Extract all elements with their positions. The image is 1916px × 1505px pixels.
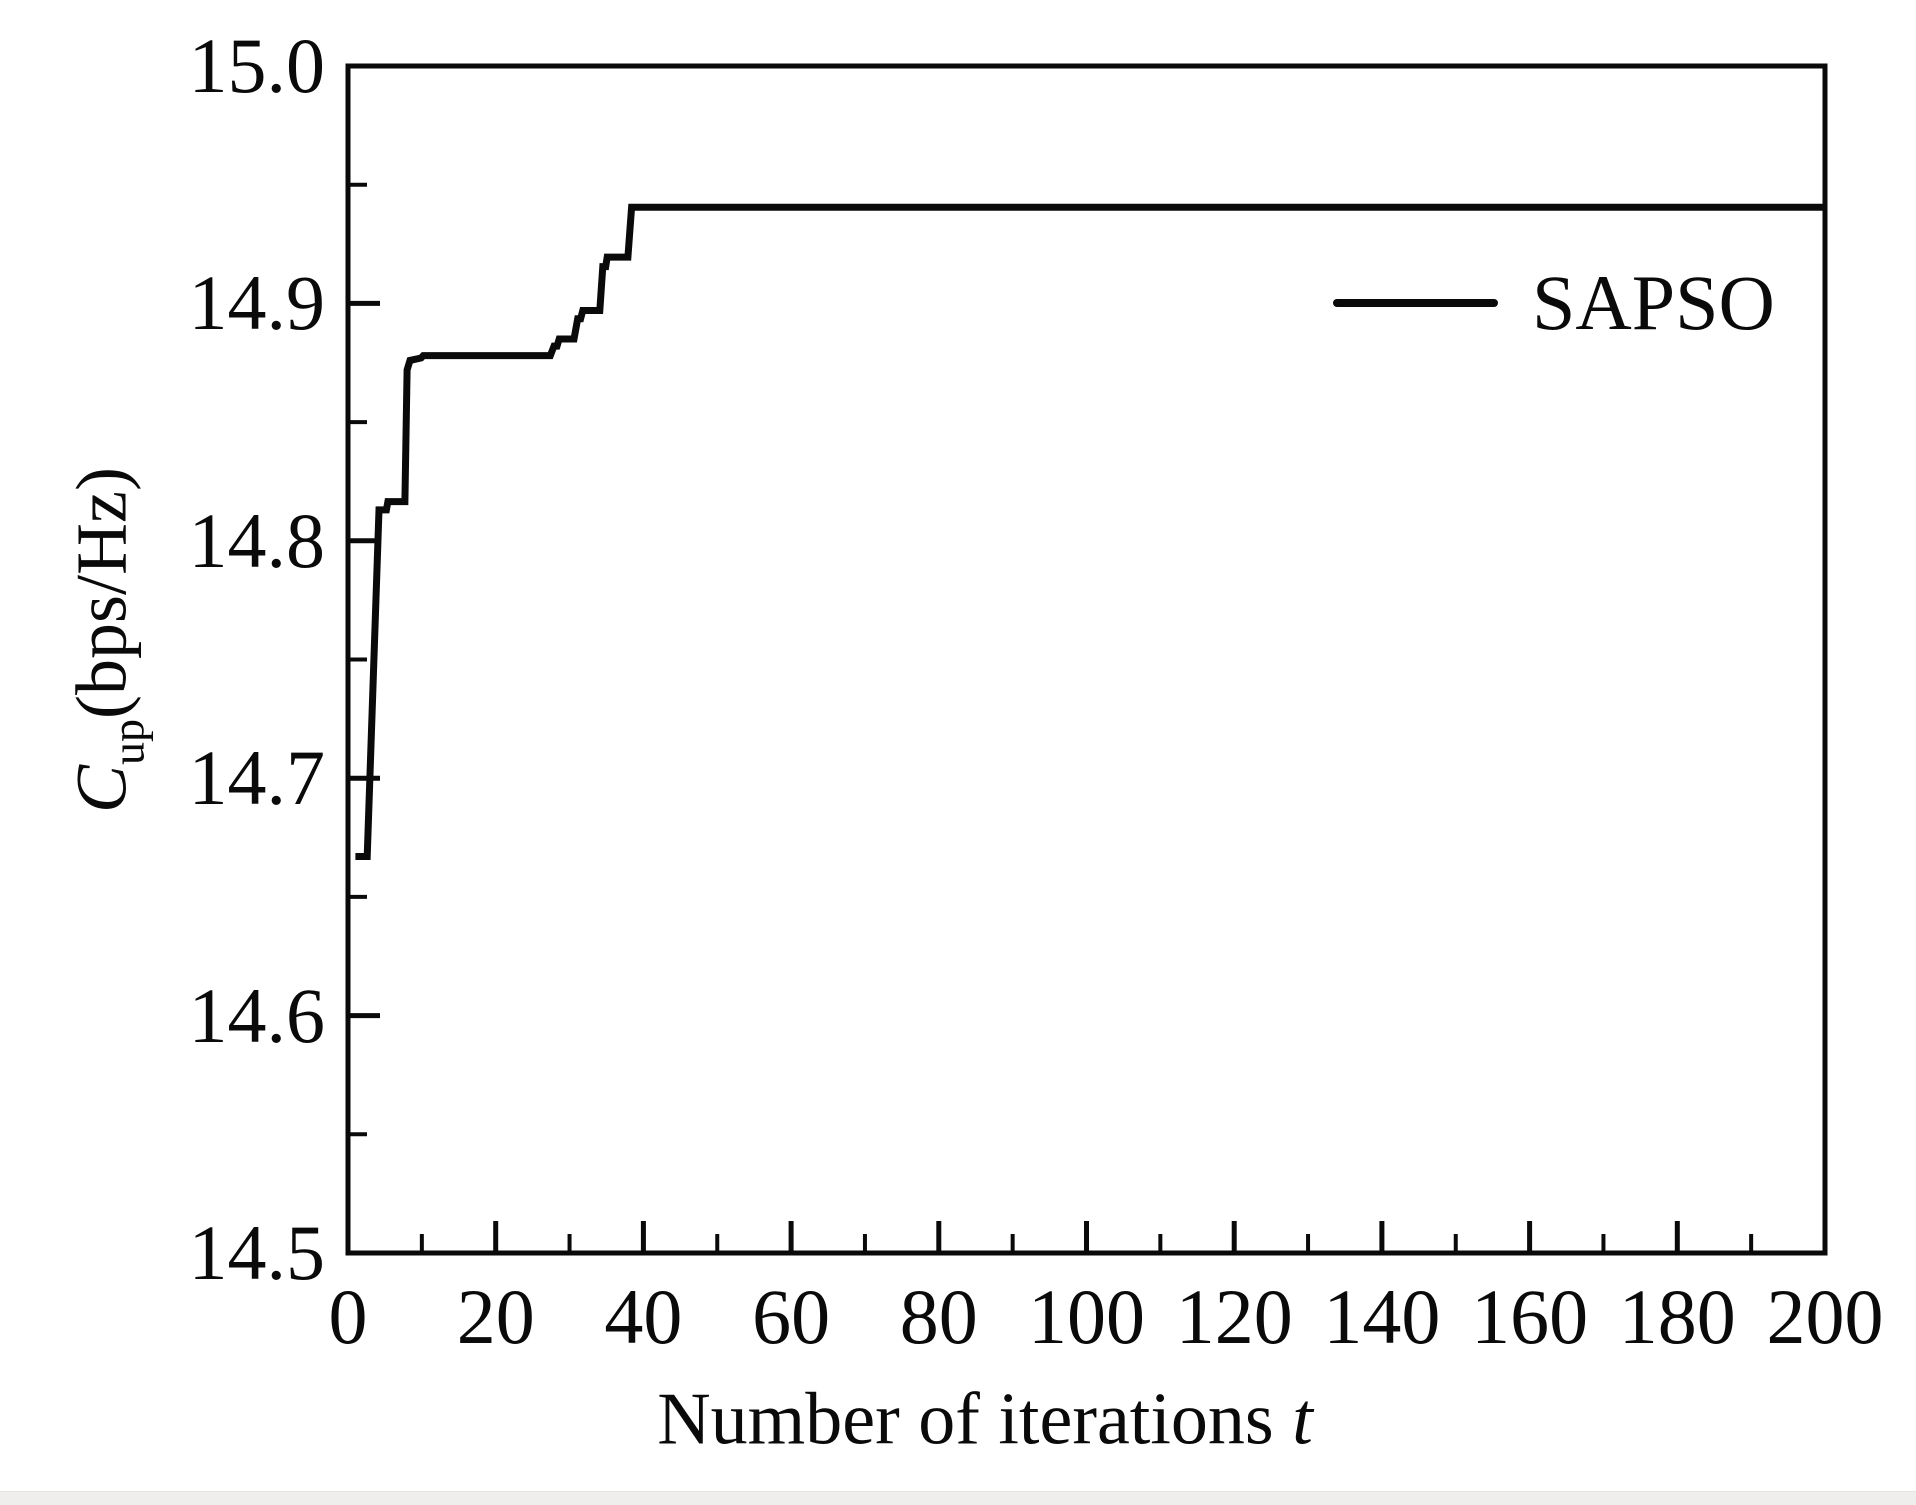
- x-axis-variable: t: [1292, 1378, 1313, 1461]
- x-tick-label: 180: [1618, 1273, 1736, 1360]
- y-tick-label: 14.5: [188, 1209, 326, 1296]
- x-tick-label: 0: [328, 1273, 368, 1360]
- x-tick-label: 60: [752, 1273, 831, 1360]
- x-tick-label: 140: [1323, 1273, 1441, 1360]
- x-tick-label: 160: [1471, 1273, 1589, 1360]
- y-axis-subscript: up: [102, 718, 154, 765]
- x-tick-label: 80: [899, 1273, 978, 1360]
- sapso-curve: [355, 203, 1825, 860]
- y-tick-label: 15.0: [188, 22, 326, 109]
- x-tick-label: 100: [1028, 1273, 1145, 1360]
- plot-frame: [345, 63, 1828, 1256]
- y-axis-title: Cup(bps/Hz): [61, 467, 154, 813]
- x-tick-label: 40: [604, 1273, 683, 1360]
- legend-line-sample: [1333, 299, 1498, 307]
- y-tick-label: 14.7: [188, 734, 326, 822]
- page-footer-strip: [0, 1491, 1916, 1505]
- x-axis-title-text: Number of iterations: [657, 1378, 1274, 1461]
- legend-label: SAPSO: [1532, 259, 1775, 346]
- y-axis-unit: (bps/Hz): [61, 467, 142, 719]
- y-tick-label: 14.6: [188, 971, 326, 1059]
- x-tick-label: 20: [456, 1273, 535, 1360]
- x-axis-title: Number of iterations t: [657, 1378, 1313, 1463]
- legend: SAPSO: [1333, 264, 1775, 342]
- y-tick-label: 14.9: [188, 259, 326, 347]
- y-axis-variable: C: [61, 764, 142, 813]
- x-tick-label: 200: [1766, 1273, 1884, 1360]
- x-tick-label: 120: [1175, 1273, 1293, 1360]
- y-tick-label: 14.8: [188, 496, 326, 584]
